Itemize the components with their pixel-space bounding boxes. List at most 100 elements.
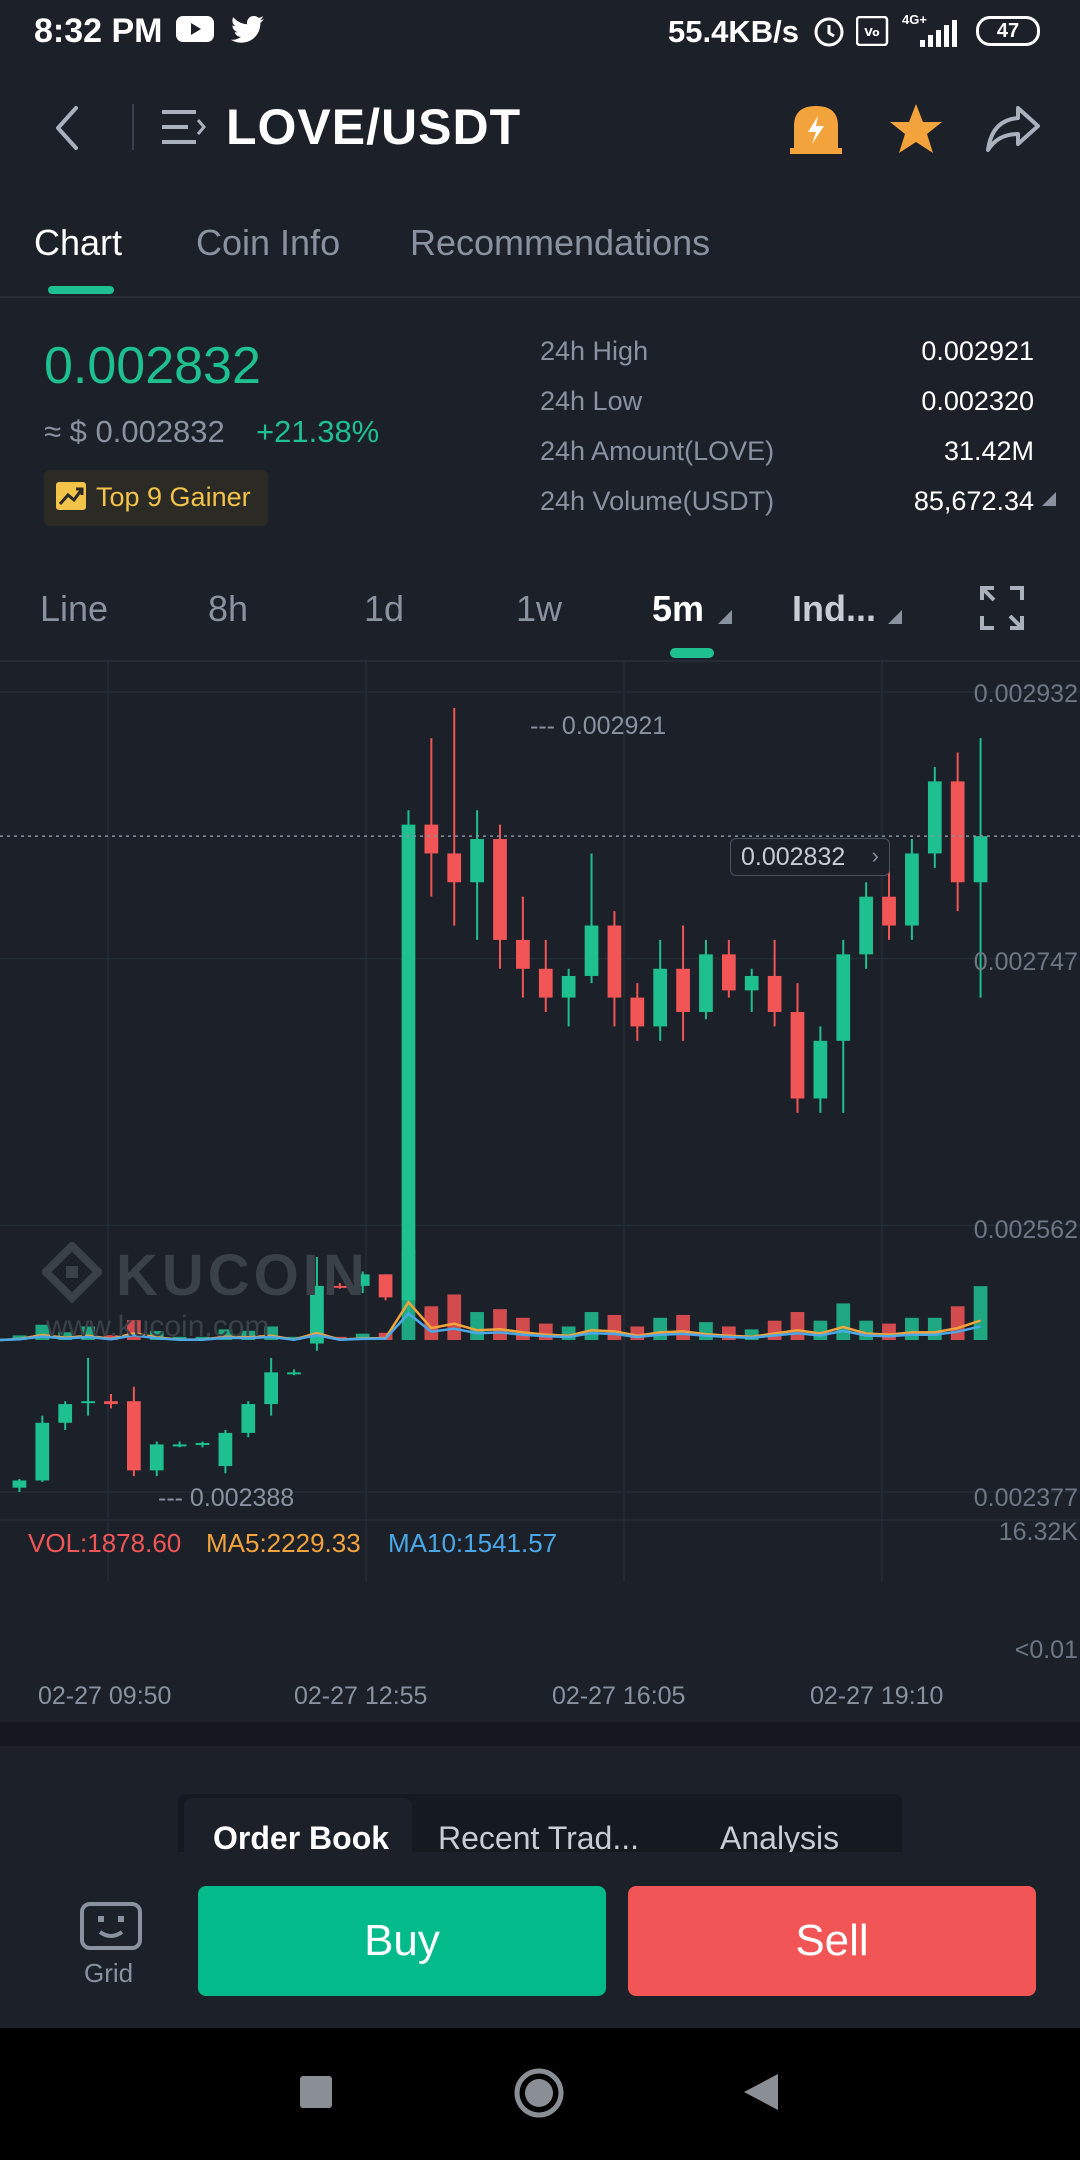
candle-body	[859, 896, 874, 955]
vol-min-label: <0.01	[1014, 1636, 1078, 1664]
volume-bar	[882, 1323, 896, 1340]
candle-body	[973, 836, 988, 883]
signal-icon	[920, 20, 957, 47]
dropdown-caret-icon	[718, 610, 732, 624]
interval-8h[interactable]: 8h	[208, 588, 249, 629]
back-nav-icon[interactable]	[742, 2072, 780, 2112]
kucoin-logo-icon	[42, 1242, 102, 1304]
candle-body	[264, 1372, 279, 1405]
candle-body	[172, 1444, 187, 1447]
y-tick-label: 0.002747	[973, 948, 1078, 976]
indicators-dropdown[interactable]: Ind...	[792, 588, 876, 629]
candle-body	[470, 839, 484, 883]
volume-bar	[447, 1294, 462, 1340]
share-icon[interactable]	[984, 104, 1042, 154]
chevron-right-icon: ›	[871, 843, 879, 868]
home-icon[interactable]	[512, 2066, 566, 2120]
divider	[0, 660, 1080, 662]
candlestick-chart[interactable]	[0, 662, 1080, 1670]
y-tick-label: 0.002377	[973, 1484, 1078, 1512]
sell-button[interactable]: Sell	[628, 1886, 1036, 1996]
battery-level: 47	[996, 20, 1020, 42]
volume-bar	[401, 1250, 416, 1340]
y-tick-label: 0.002562	[973, 1216, 1078, 1244]
battery-icon: 47	[976, 16, 1040, 46]
favorite-star-icon[interactable]	[888, 102, 944, 156]
price-alert-icon[interactable]	[790, 102, 842, 158]
last-price: 0.002832	[44, 337, 261, 395]
candle-body	[241, 1404, 256, 1433]
candle-body	[493, 839, 507, 940]
market-list-icon[interactable]	[162, 108, 208, 148]
high-marker: --- 0.002921	[530, 712, 667, 740]
top-header: LOVE/USDT	[0, 80, 1080, 180]
stat-value: 31.42M	[943, 436, 1034, 466]
youtube-icon	[176, 16, 214, 42]
ma5-label: MA5:2229.33	[206, 1528, 361, 1558]
interval-1w[interactable]: 1w	[516, 588, 563, 629]
status-bar: 8:32 PM 55.4KB/s Vo 4G+ 47	[0, 0, 1080, 66]
top-gainer-badge[interactable]: Top 9 Gainer	[44, 470, 268, 526]
badge-label: Top 9 Gainer	[96, 482, 251, 512]
candle-body	[905, 853, 919, 926]
y-tick-label: 0.002932	[973, 680, 1078, 708]
volume-bar	[699, 1322, 713, 1340]
volume-bar	[516, 1317, 530, 1340]
volte-icon: Vo	[856, 16, 889, 46]
grid-label[interactable]: Grid	[84, 1958, 134, 1988]
stat-value: 85,672.34	[913, 486, 1034, 516]
buy-button[interactable]: Buy	[198, 1886, 606, 1996]
active-tab-bg	[184, 1798, 412, 1852]
tab-coin-info[interactable]: Coin Info	[196, 222, 341, 263]
tab-recommendations[interactable]: Recommendations	[410, 222, 711, 263]
tab-analysis[interactable]: Analysis	[720, 1820, 840, 1856]
volume-bar	[218, 1329, 233, 1340]
interval-1d[interactable]: 1d	[364, 588, 405, 629]
candle-body	[447, 853, 462, 883]
candles	[12, 707, 988, 1492]
candle-body	[607, 925, 622, 998]
interval-line[interactable]: Line	[40, 588, 109, 629]
tab-order-book[interactable]: Order Book	[213, 1820, 390, 1856]
current-price-value: 0.002832	[741, 843, 846, 871]
volume-bar	[676, 1314, 690, 1340]
x-tick-label: 02-27 09:50	[38, 1682, 172, 1710]
volume-bar	[355, 1333, 370, 1340]
ma10-line	[0, 1311, 981, 1342]
candle-body	[630, 997, 645, 1027]
interval-5m[interactable]: 5m	[652, 588, 705, 629]
signal-type: 4G+	[902, 12, 927, 27]
candle-body	[35, 1422, 50, 1481]
stat-label: 24h Low	[540, 386, 643, 416]
candle-body	[584, 925, 599, 976]
candle-body	[287, 1372, 301, 1375]
candle-body	[927, 781, 942, 854]
vol-label: VOL:1878.60	[28, 1528, 182, 1558]
candle-body	[195, 1442, 210, 1445]
tab-chart[interactable]: Chart	[34, 222, 123, 263]
usd-price: ≈ $ 0.002832	[44, 414, 225, 449]
candle-body	[378, 1274, 393, 1298]
svg-text:Vo: Vo	[864, 26, 880, 39]
tab-recent-trades[interactable]: Recent Trad...	[438, 1820, 639, 1856]
volume-bar	[493, 1309, 507, 1340]
recents-icon[interactable]	[298, 2074, 334, 2110]
network-speed: 55.4KB/s	[668, 14, 799, 49]
alarm-icon	[814, 17, 844, 47]
candle-body	[58, 1404, 73, 1423]
volume-bar	[149, 1331, 164, 1340]
sell-label: Sell	[795, 1916, 869, 1965]
back-arrow-icon[interactable]	[50, 102, 84, 154]
pair-title[interactable]: LOVE/USDT	[226, 99, 522, 155]
stat-label: 24h High	[540, 336, 649, 366]
candle-body	[813, 1040, 828, 1099]
fullscreen-icon[interactable]	[980, 586, 1024, 630]
volume-bar	[470, 1312, 484, 1340]
candle-body	[149, 1444, 164, 1471]
price-change: +21.38%	[256, 414, 380, 449]
candle-body	[653, 968, 668, 1027]
candle-body	[516, 939, 530, 969]
grid-bot-icon[interactable]	[80, 1902, 142, 1950]
current-price-tag[interactable]: 0.002832 ›	[730, 838, 890, 876]
candle-body	[218, 1432, 233, 1467]
